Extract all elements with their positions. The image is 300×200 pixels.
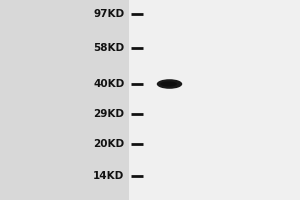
Text: 58KD: 58KD: [93, 43, 124, 53]
Bar: [129, 0, 300, 200]
Ellipse shape: [160, 81, 177, 87]
Text: 97KD: 97KD: [93, 9, 124, 19]
Text: 40KD: 40KD: [93, 79, 124, 89]
Ellipse shape: [157, 79, 182, 89]
Text: 20KD: 20KD: [93, 139, 124, 149]
Text: 29KD: 29KD: [94, 109, 124, 119]
Text: 14KD: 14KD: [93, 171, 124, 181]
